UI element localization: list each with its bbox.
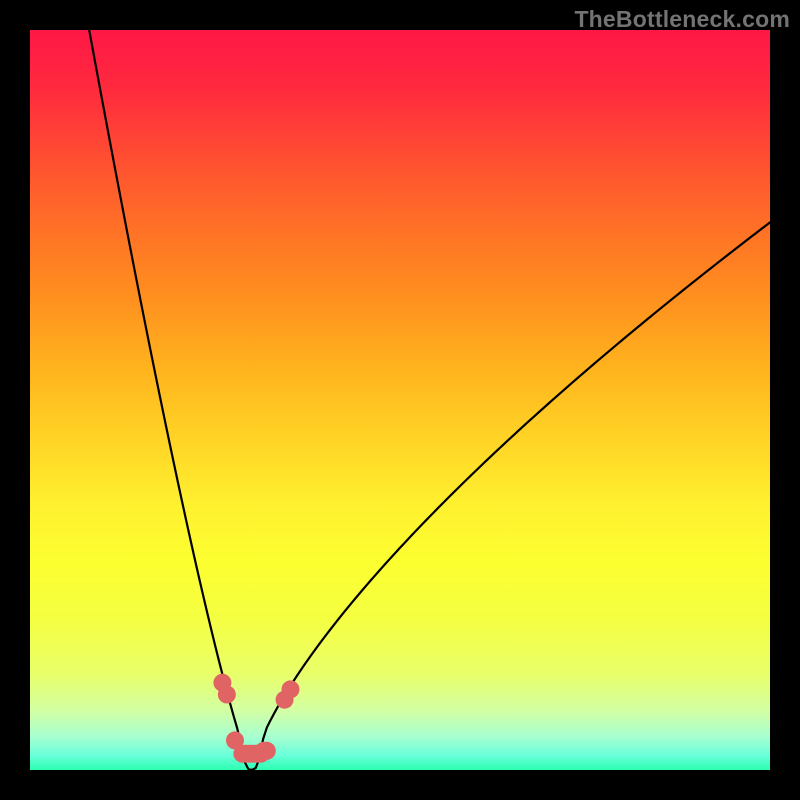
chart-svg — [0, 0, 800, 800]
data-marker — [281, 680, 299, 698]
data-marker — [258, 742, 276, 760]
chart-root: TheBottleneck.com — [0, 0, 800, 800]
plot-background — [30, 30, 770, 770]
data-marker — [218, 686, 236, 704]
watermark-text: TheBottleneck.com — [574, 6, 790, 33]
